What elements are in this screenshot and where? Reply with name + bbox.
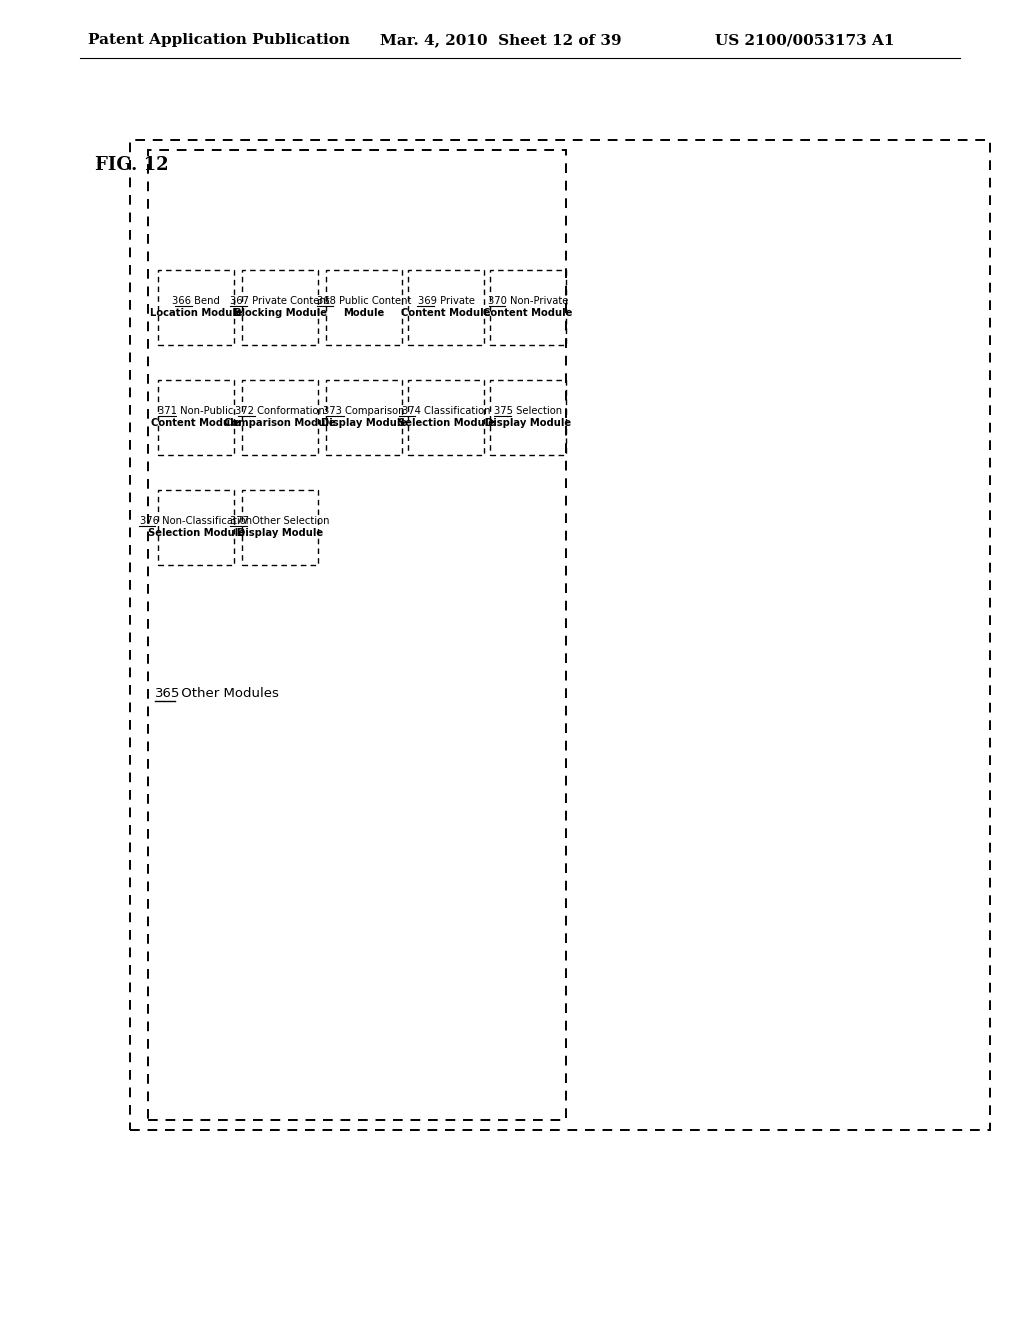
Bar [408, 271, 484, 345]
Text: Comparison Module: Comparison Module [224, 418, 336, 429]
Text: US 2100/0053173 A1: US 2100/0053173 A1 [715, 33, 895, 48]
Text: Display Module: Display Module [321, 418, 408, 429]
Bar [490, 271, 566, 345]
Bar [158, 380, 234, 455]
Text: 366 Bend: 366 Bend [172, 297, 220, 306]
Text: 365: 365 [155, 686, 180, 700]
Text: 368 Public Content: 368 Public Content [316, 297, 412, 306]
Text: Location Module: Location Module [150, 309, 243, 318]
Text: 372 Conformation: 372 Conformation [236, 407, 325, 417]
Text: Mar. 4, 2010  Sheet 12 of 39: Mar. 4, 2010 Sheet 12 of 39 [380, 33, 622, 48]
Text: 370 Non-Private: 370 Non-Private [487, 297, 568, 306]
Bar [326, 380, 402, 455]
Bar [408, 380, 484, 455]
Text: Display Module: Display Module [485, 418, 571, 429]
Text: Content Module: Content Module [152, 418, 241, 429]
Bar [490, 380, 566, 455]
Bar [242, 380, 318, 455]
Text: Display Module: Display Module [237, 528, 323, 539]
Text: Selection Module: Selection Module [397, 418, 495, 429]
Bar [158, 490, 234, 565]
Text: 375 Selection: 375 Selection [494, 407, 562, 417]
Bar [130, 140, 990, 1130]
Bar [242, 490, 318, 565]
Bar [158, 271, 234, 345]
Text: Module: Module [343, 309, 385, 318]
Text: 367 Private Content: 367 Private Content [230, 297, 330, 306]
Text: 369 Private: 369 Private [418, 297, 474, 306]
Text: 376 Non-Classification: 376 Non-Classification [140, 516, 252, 527]
Text: 377 Other Selection: 377 Other Selection [230, 516, 330, 527]
Text: FIG. 12: FIG. 12 [95, 156, 169, 174]
Text: 371 Non-Public: 371 Non-Public [159, 407, 233, 417]
Text: Blocking Module: Blocking Module [233, 309, 327, 318]
Text: 374 Classification: 374 Classification [401, 407, 490, 417]
Text: Content Module: Content Module [401, 309, 490, 318]
Text: Patent Application Publication: Patent Application Publication [88, 33, 350, 48]
Bar [326, 271, 402, 345]
Bar [148, 150, 566, 1119]
Text: 373 Comparison: 373 Comparison [324, 407, 404, 417]
Bar [242, 271, 318, 345]
Text: Selection Module: Selection Module [147, 528, 245, 539]
Text: Content Module: Content Module [483, 309, 572, 318]
Text: Other Modules: Other Modules [177, 686, 279, 700]
